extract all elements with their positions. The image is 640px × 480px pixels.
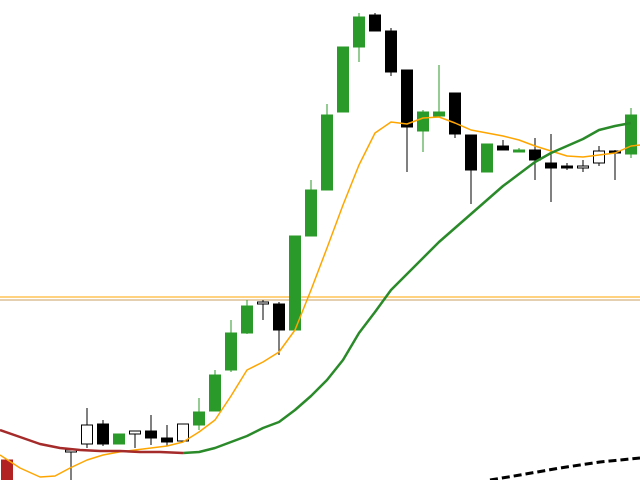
candle-body (257, 301, 269, 305)
candle-body (225, 332, 237, 371)
candle-body (497, 145, 509, 151)
candle-body (561, 165, 573, 169)
moving-average-line (0, 428, 184, 455)
candle-body (241, 305, 253, 334)
candle-body (577, 165, 589, 169)
candle-body (321, 114, 333, 191)
candle-body (177, 423, 189, 442)
candle-body (465, 134, 477, 171)
candle-body (513, 149, 525, 153)
candle-body (353, 16, 365, 48)
candle-body (481, 143, 493, 173)
candle-body (113, 433, 125, 445)
candle-body (81, 424, 93, 445)
candle-body (369, 14, 381, 32)
candle-body (625, 114, 637, 155)
moving-average-line (489, 456, 640, 480)
candle-body (449, 92, 461, 135)
candle-body (401, 69, 413, 128)
candle-body (273, 303, 285, 331)
candle-body (97, 423, 109, 445)
candle-body (209, 374, 221, 412)
moving-average-line (182, 121, 632, 455)
candle-body (417, 111, 429, 132)
candle-body (129, 430, 141, 435)
candle-body (305, 189, 317, 237)
candle-body (593, 150, 605, 164)
candle-body (193, 411, 205, 426)
candle-body (545, 162, 557, 169)
candle-body (289, 235, 301, 331)
candle-body (337, 46, 349, 113)
candle-body (385, 30, 397, 73)
moving-average-line (0, 116, 640, 478)
candle-body (161, 437, 173, 443)
candle-body (145, 430, 157, 439)
candle-body (433, 111, 445, 117)
candle-body (1, 459, 13, 480)
candle-body (529, 149, 541, 161)
